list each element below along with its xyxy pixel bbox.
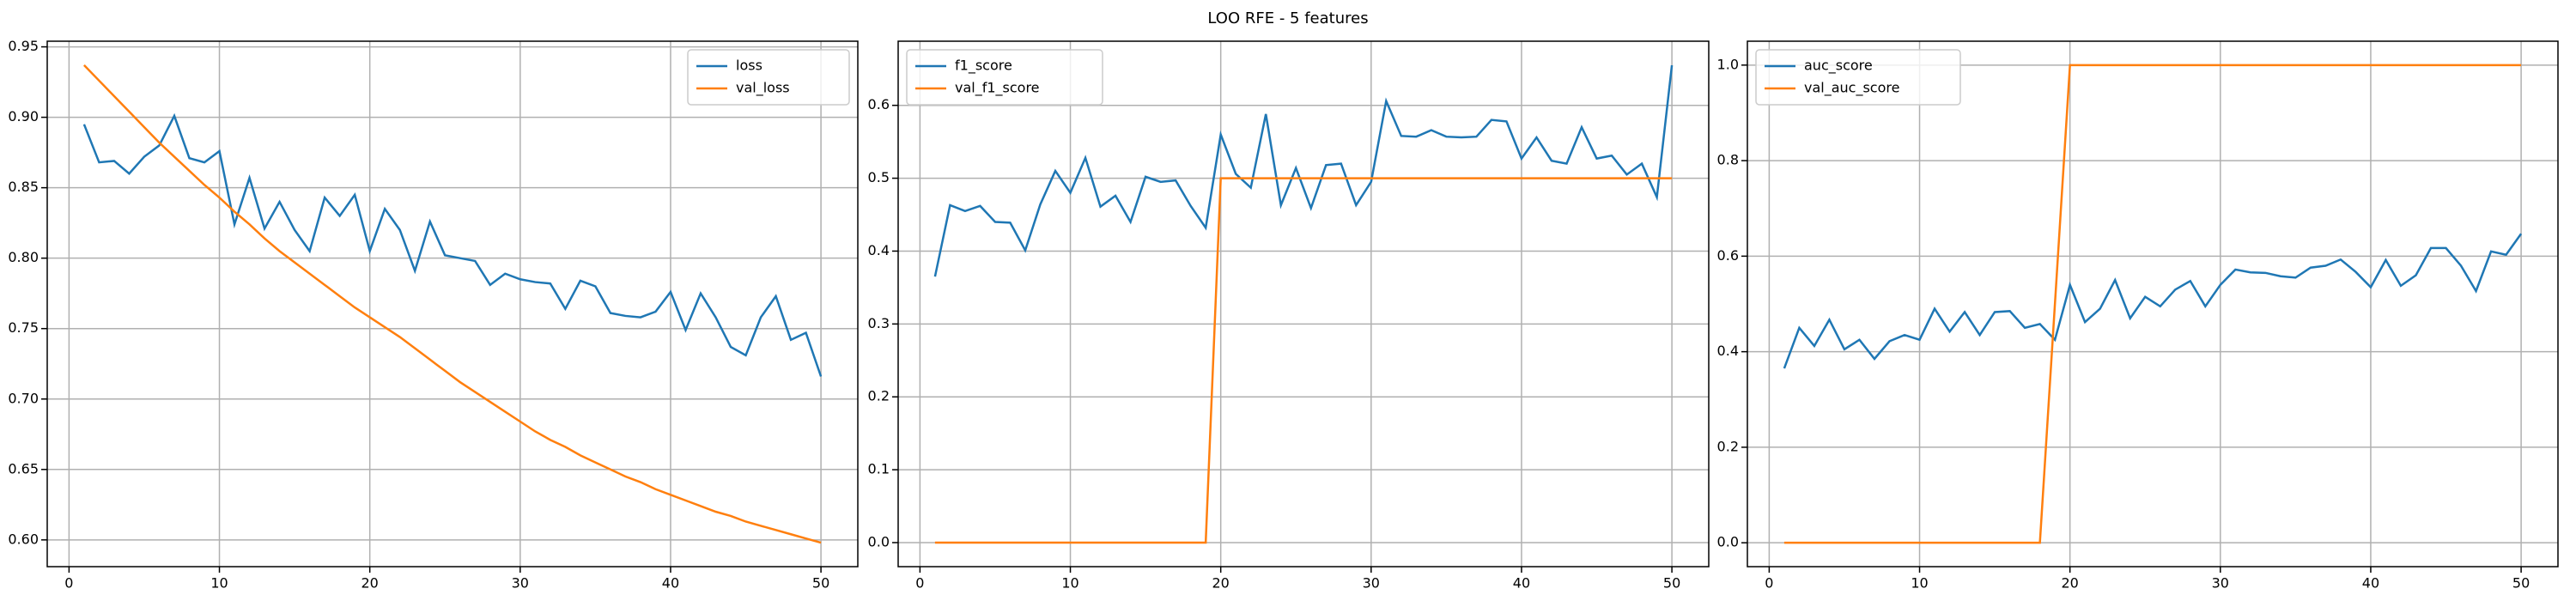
x-tick-label: 20 xyxy=(2061,575,2078,592)
legend-label: auc_score xyxy=(1804,58,1873,75)
series-line xyxy=(933,64,1674,277)
y-tick-label: 0.0 xyxy=(868,533,890,549)
legend-label: val_loss xyxy=(736,80,790,97)
y-tick-label: 0.60 xyxy=(8,531,39,547)
plot-area xyxy=(898,41,1709,567)
legend-label: val_auc_score xyxy=(1804,80,1899,97)
x-tick-label: 30 xyxy=(512,575,529,592)
x-tick-label: 0 xyxy=(1765,575,1773,592)
legend-box xyxy=(1755,49,1961,106)
x-tick-label: 40 xyxy=(662,575,679,592)
x-tick-label: 0 xyxy=(915,575,924,592)
x-tick-label: 40 xyxy=(1513,575,1530,592)
x-tick-label: 30 xyxy=(1363,575,1380,592)
x-tick-label: 50 xyxy=(1663,575,1680,592)
plot-area xyxy=(1747,41,2558,567)
y-tick-label: 0.2 xyxy=(868,388,890,404)
y-tick-label: 0.85 xyxy=(8,179,39,195)
y-tick-label: 0.70 xyxy=(8,390,39,406)
y-tick-label: 0.80 xyxy=(8,249,39,265)
x-tick-label: 10 xyxy=(1061,575,1078,592)
x-tick-label: 20 xyxy=(361,575,378,592)
y-tick-label: 0.65 xyxy=(8,460,39,477)
x-tick-label: 50 xyxy=(812,575,829,592)
legend: f1_score val_f1_score xyxy=(906,49,1103,106)
y-tick-label: 0.2 xyxy=(1717,438,1739,454)
y-tick-label: 0.1 xyxy=(868,461,890,477)
series-line xyxy=(934,177,1673,544)
subplot: 0 10 20 30 40 50 0.0 0.2 0.4 0.6 0.8 1.0 auc_scoreva… xyxy=(1717,40,2559,592)
legend-label: loss xyxy=(736,58,762,74)
legend-box xyxy=(687,49,850,106)
legend: loss val_loss xyxy=(687,49,850,106)
x-tick-label: 30 xyxy=(2212,575,2229,592)
axes-frame xyxy=(46,40,859,568)
y-tick-label: 0.6 xyxy=(1717,247,1739,264)
x-tick-label: 50 xyxy=(2512,575,2530,592)
series-line xyxy=(1783,64,2522,544)
x-tick-label: 10 xyxy=(210,575,228,592)
x-tick-label: 40 xyxy=(2362,575,2379,592)
y-tick-label: 1.0 xyxy=(1717,56,1739,72)
subplot: 0 10 20 30 40 50 0.60 0.65 0.70 0.75 0.80 0.85 0.90 0… xyxy=(8,38,859,592)
y-tick-label: 0.3 xyxy=(868,315,890,331)
y-tick-label: 0.4 xyxy=(1717,343,1739,359)
y-tick-label: 0.90 xyxy=(8,108,39,124)
legend-box xyxy=(906,49,1103,106)
y-tick-label: 0.6 xyxy=(868,96,890,112)
y-tick-label: 0.5 xyxy=(868,169,890,185)
x-tick-label: 10 xyxy=(1911,575,1928,592)
y-tick-label: 0.8 xyxy=(1717,152,1739,168)
y-tick-label: 0.4 xyxy=(868,242,890,258)
y-tick-label: 0.0 xyxy=(1717,534,1739,550)
axes-frame xyxy=(1747,40,2559,568)
series-line xyxy=(83,64,822,544)
series-line xyxy=(82,112,823,377)
legend-label: f1_score xyxy=(955,58,1012,75)
series-line xyxy=(1783,233,2523,369)
figure-title: LOO RFE - 5 features xyxy=(1207,9,1368,27)
x-tick-label: 0 xyxy=(64,575,73,592)
legend-label: val_f1_score xyxy=(955,80,1040,97)
plot-area xyxy=(47,41,858,567)
axes-frame xyxy=(897,40,1710,568)
y-tick-label: 0.95 xyxy=(8,38,39,54)
legend: auc_score val_auc_score xyxy=(1755,49,1961,106)
x-tick-label: 20 xyxy=(1212,575,1229,592)
y-tick-label: 0.75 xyxy=(8,319,39,336)
subplot: 0 10 20 30 40 50 0.0 0.1 0.2 0.3 0.4 0.5 0.6 f1_score… xyxy=(868,40,1710,592)
